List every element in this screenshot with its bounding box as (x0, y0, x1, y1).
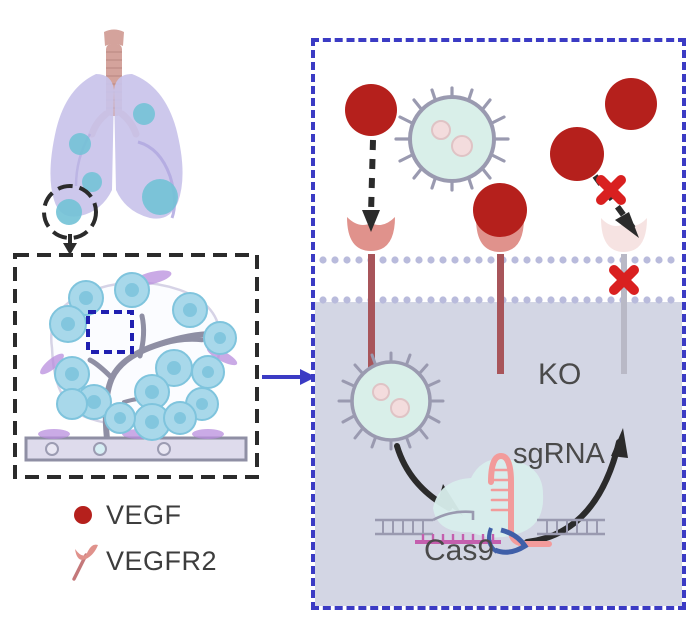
legend-label-vegf: VEGF (106, 499, 182, 530)
label-cas9: Cas9 (424, 534, 495, 567)
blood-vessel-basal (24, 436, 248, 462)
label-ko: KO (538, 358, 582, 391)
legend-label-vegfr2: VEGFR2 (106, 545, 218, 576)
panel-connector-arrow (262, 362, 322, 392)
genomic-dna (375, 518, 605, 536)
binding-arrow-blocked (592, 174, 639, 238)
receptor-vegfr2-binding (347, 217, 395, 374)
magnifier-icon (42, 184, 98, 255)
vegfr2-receptor-icon (60, 541, 106, 581)
vegf-ligand-blocked (550, 127, 604, 181)
cas9-sgrna-complex (375, 452, 605, 555)
tumor-microenvironment-inset (12, 252, 260, 480)
legend: VEGF VEGFR2 (60, 492, 290, 602)
legend-item-vegf: VEGF (60, 492, 290, 538)
vegf-ligand-free-left (345, 84, 397, 136)
arrow-ko-to-receptor (524, 428, 628, 545)
receptor-vegfr2-knockout (601, 218, 647, 374)
vegf-ligand-free-right (605, 78, 657, 130)
vegf-circle-icon (60, 495, 106, 535)
tumor-cells (49, 272, 237, 441)
binding-arrow-success (362, 139, 380, 232)
label-sgrna: sgRNA (513, 438, 605, 470)
endothelial-cell-panel (311, 38, 686, 610)
x-mark-signal-blocked (609, 265, 639, 295)
vegf-ligand-bound (473, 183, 527, 237)
legend-item-vegfr2: VEGFR2 (60, 538, 290, 584)
target-strand (415, 534, 501, 544)
tumor-nodules (56, 103, 178, 225)
viral-vector-particle (394, 86, 510, 192)
lung-diagram (18, 22, 288, 255)
cas9-protein-blob (433, 458, 544, 538)
x-mark-binding-blocked (596, 175, 626, 205)
sgrna-strand (488, 452, 552, 547)
callout-box (86, 310, 134, 354)
plasma-membrane (319, 256, 675, 304)
receptor-vegfr2-bound (473, 183, 527, 374)
viral-vector-particle-internalized (337, 351, 445, 451)
